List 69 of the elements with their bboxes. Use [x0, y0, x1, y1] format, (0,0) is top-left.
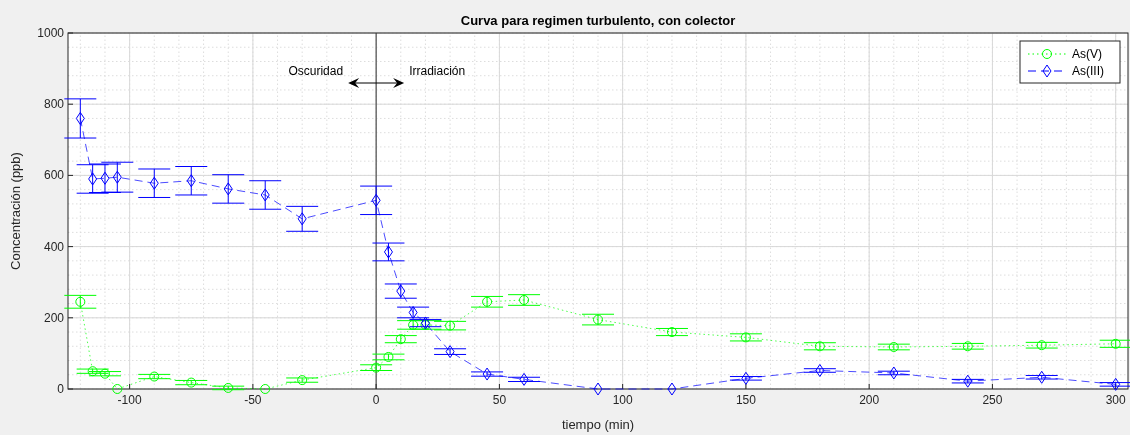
y-tick-label: 200: [43, 310, 65, 325]
point: [396, 284, 406, 298]
point: [297, 375, 308, 386]
point: [963, 374, 973, 388]
point: [223, 182, 233, 196]
point: [297, 212, 307, 226]
chart-title: Curva para regimen turbulento, con colector: [460, 13, 736, 28]
point: [1037, 370, 1047, 384]
point: [1110, 338, 1121, 349]
point: [445, 345, 455, 359]
x-tick-label: 150: [735, 393, 757, 407]
point: [75, 296, 86, 307]
point: [519, 372, 529, 386]
point: [149, 371, 160, 382]
x-tick-label: 0: [372, 393, 380, 407]
point: [519, 295, 530, 305]
point: [445, 320, 456, 331]
point: [482, 367, 492, 381]
x-tick-label: -50: [244, 393, 262, 407]
point: [962, 341, 973, 352]
x-tick-label: 50: [492, 393, 507, 407]
y-tick-label: 400: [43, 239, 65, 254]
point: [1111, 377, 1121, 391]
y-axis-title: Concentración (ppb): [8, 152, 23, 270]
point: [740, 332, 751, 343]
point: [186, 377, 197, 388]
point: [666, 327, 677, 338]
point: [112, 170, 122, 184]
x-tick-label: 200: [859, 393, 880, 407]
point: [383, 245, 393, 259]
point: [149, 176, 159, 190]
point: [100, 171, 110, 185]
point: [260, 384, 271, 394]
point: [889, 366, 899, 380]
point: [888, 341, 899, 352]
y-tick-label: 800: [43, 97, 65, 112]
point: [75, 111, 85, 125]
point: [815, 363, 825, 377]
point: [223, 382, 234, 393]
point: [88, 172, 98, 186]
point: [383, 351, 394, 362]
y-tick-label: 600: [43, 168, 65, 183]
point: [814, 341, 825, 352]
point: [667, 382, 677, 396]
point: [371, 193, 381, 207]
point: [593, 382, 603, 396]
point: [186, 174, 196, 188]
x-tick-label: -100: [117, 393, 142, 407]
point: [593, 314, 603, 325]
point: [112, 384, 123, 394]
point: [408, 305, 418, 319]
legend-label: As(III): [1072, 64, 1104, 78]
y-tick-label: 0: [57, 382, 65, 396]
y-tick-label: 1000: [37, 26, 65, 40]
x-tick-label: 300: [1105, 393, 1127, 407]
point: [482, 296, 493, 307]
x-tick-label: 250: [982, 393, 1003, 407]
x-tick-label: 100: [612, 393, 633, 407]
point: [260, 188, 270, 202]
point: [1036, 340, 1047, 351]
point: [741, 371, 751, 385]
annotation: Irradiación: [409, 64, 466, 78]
point: [371, 362, 382, 373]
annotation: Oscuridad: [288, 64, 344, 78]
legend-label: As(V): [1072, 47, 1102, 61]
x-axis-title: tiempo (min): [561, 417, 635, 432]
point: [87, 366, 98, 377]
point: [99, 368, 110, 379]
point: [395, 334, 406, 345]
